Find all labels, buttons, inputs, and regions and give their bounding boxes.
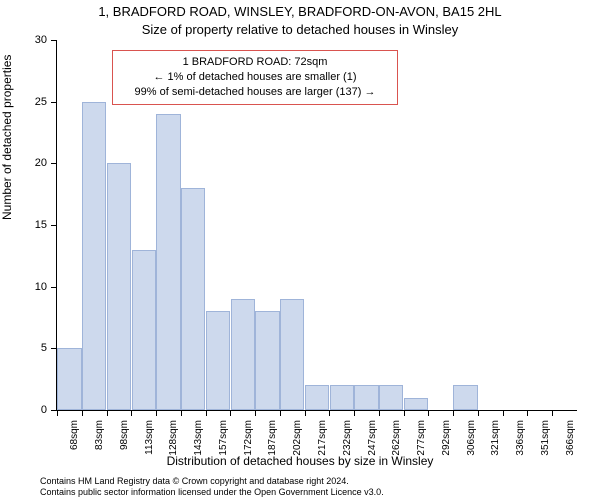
x-tick (82, 410, 83, 416)
x-tick (453, 410, 454, 416)
histogram-bar (82, 102, 106, 410)
x-tick (552, 410, 553, 416)
histogram-bar (231, 299, 255, 410)
x-tick (354, 410, 355, 416)
attribution: Contains HM Land Registry data © Crown c… (40, 476, 384, 499)
x-tick (527, 410, 528, 416)
chart-title-line2: Size of property relative to detached ho… (0, 22, 600, 37)
x-tick (404, 410, 405, 416)
x-axis-label: Distribution of detached houses by size … (0, 454, 600, 468)
x-tick (156, 410, 157, 416)
y-tick (51, 40, 57, 41)
histogram-bar (354, 385, 378, 410)
x-tick (305, 410, 306, 416)
y-tick (51, 348, 57, 349)
y-tick (51, 287, 57, 288)
info-box-line1: 1 BRADFORD ROAD: 72sqm (121, 55, 389, 70)
y-axis-label: Number of detached properties (0, 55, 14, 220)
x-tick (478, 410, 479, 416)
y-tick-label: 25 (25, 96, 47, 108)
y-tick-label: 0 (25, 404, 47, 416)
histogram-bar (107, 163, 131, 410)
plot-area: 1 BRADFORD ROAD: 72sqm ← 1% of detached … (56, 40, 577, 411)
histogram-bar (255, 311, 279, 410)
histogram-bar (57, 348, 81, 410)
histogram-bar (280, 299, 304, 410)
histogram-bar (132, 250, 156, 410)
y-tick-label: 5 (25, 342, 47, 354)
x-tick (428, 410, 429, 416)
x-tick (131, 410, 132, 416)
y-tick (51, 163, 57, 164)
x-tick (230, 410, 231, 416)
histogram-bar (379, 385, 403, 410)
y-tick-label: 20 (25, 157, 47, 169)
x-tick (181, 410, 182, 416)
chart-container: 1, BRADFORD ROAD, WINSLEY, BRADFORD-ON-A… (0, 0, 600, 500)
histogram-bar (156, 114, 180, 410)
x-tick (379, 410, 380, 416)
histogram-bar (181, 188, 205, 410)
x-tick (503, 410, 504, 416)
x-tick (280, 410, 281, 416)
info-box-line3: 99% of semi-detached houses are larger (… (121, 85, 389, 100)
chart-title-line1: 1, BRADFORD ROAD, WINSLEY, BRADFORD-ON-A… (0, 4, 600, 19)
histogram-bar (330, 385, 354, 410)
info-box-line2: ← 1% of detached houses are smaller (1) (121, 70, 389, 85)
y-tick (51, 102, 57, 103)
attribution-line1: Contains HM Land Registry data © Crown c… (40, 476, 384, 487)
y-tick-label: 15 (25, 219, 47, 231)
y-tick (51, 225, 57, 226)
y-tick-label: 30 (25, 34, 47, 46)
x-tick (255, 410, 256, 416)
histogram-bar (453, 385, 477, 410)
info-box: 1 BRADFORD ROAD: 72sqm ← 1% of detached … (112, 50, 398, 105)
x-tick (206, 410, 207, 416)
histogram-bar (206, 311, 230, 410)
y-tick-label: 10 (25, 281, 47, 293)
attribution-line2: Contains public sector information licen… (40, 487, 384, 498)
x-tick (107, 410, 108, 416)
x-tick (57, 410, 58, 416)
histogram-bar (305, 385, 329, 410)
histogram-bar (404, 398, 428, 410)
x-tick (329, 410, 330, 416)
